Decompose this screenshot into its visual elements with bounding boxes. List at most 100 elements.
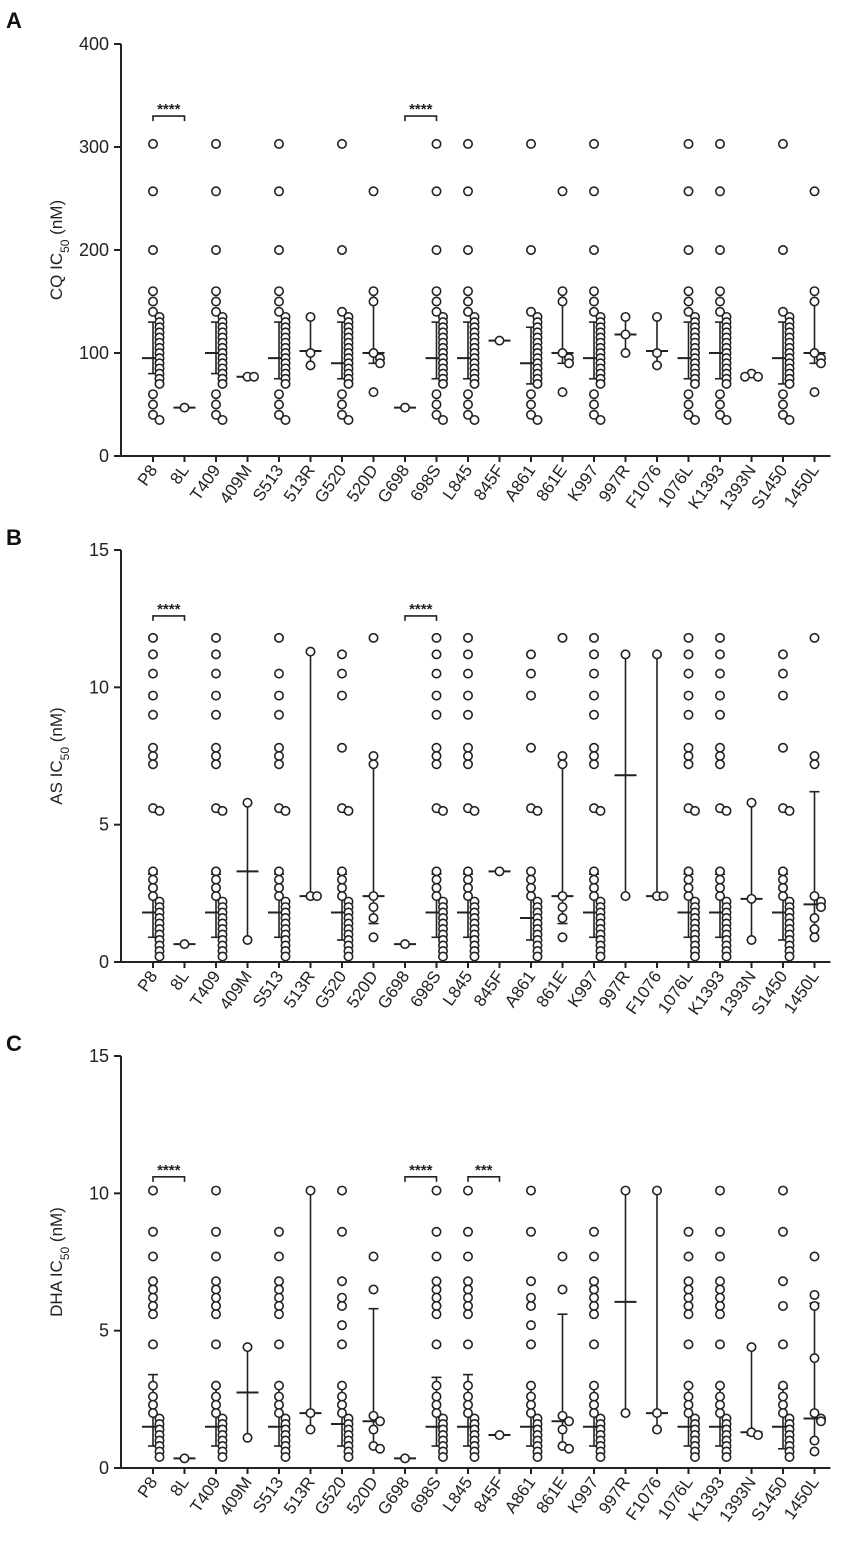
data-point — [211, 1292, 222, 1303]
data-point — [595, 951, 606, 962]
data-point — [431, 245, 442, 256]
data-point — [714, 1408, 725, 1419]
data-point — [683, 882, 694, 893]
data-point — [469, 414, 480, 425]
data-point — [683, 245, 694, 256]
y-tick-label: 15 — [89, 1046, 109, 1066]
data-point — [525, 399, 536, 410]
data-point — [752, 1430, 763, 1441]
data-point — [368, 1251, 379, 1262]
data-point — [689, 378, 700, 389]
data-point — [784, 951, 795, 962]
data-point — [211, 296, 222, 307]
y-tick-label: 200 — [79, 240, 109, 260]
data-point — [431, 409, 442, 420]
data-point — [179, 939, 190, 950]
data-point — [525, 874, 536, 885]
data-point — [777, 306, 788, 317]
data-point — [368, 759, 379, 770]
data-point — [588, 742, 599, 753]
data-point — [462, 286, 473, 297]
y-tick-label: 300 — [79, 137, 109, 157]
data-point — [211, 1226, 222, 1237]
data-point — [714, 1251, 725, 1262]
data-point — [563, 358, 574, 369]
category-label: G698 — [374, 461, 413, 506]
data-point — [336, 306, 347, 317]
data-point — [148, 1185, 159, 1196]
data-point — [211, 1380, 222, 1391]
data-point — [588, 286, 599, 297]
data-point — [746, 797, 757, 808]
data-point — [399, 1453, 410, 1464]
data-point — [777, 1185, 788, 1196]
data-point — [525, 649, 536, 660]
data-point — [746, 893, 757, 904]
data-point — [784, 378, 795, 389]
category-label: 698S — [406, 967, 444, 1010]
data-point — [336, 245, 347, 256]
data-point — [431, 649, 442, 660]
data-point — [211, 1309, 222, 1320]
data-point — [211, 389, 222, 400]
y-tick-label: 0 — [99, 446, 109, 466]
data-point — [242, 1432, 253, 1443]
significance-label: **** — [409, 1162, 433, 1179]
data-point — [557, 1424, 568, 1435]
data-point — [683, 866, 694, 877]
data-point — [273, 750, 284, 761]
data-point — [462, 1185, 473, 1196]
data-point — [273, 138, 284, 149]
panel-letter: B — [6, 525, 22, 550]
data-point — [148, 245, 159, 256]
data-point — [469, 1452, 480, 1463]
data-point — [273, 742, 284, 753]
data-point — [714, 1276, 725, 1287]
data-point — [683, 632, 694, 643]
y-axis-title: AS IC50 (nM) — [47, 707, 72, 804]
category-label: 409M — [216, 1473, 256, 1519]
data-point — [525, 1391, 536, 1402]
data-point — [469, 378, 480, 389]
data-point — [462, 1399, 473, 1410]
data-point — [148, 1309, 159, 1320]
data-point — [588, 389, 599, 400]
data-point — [714, 389, 725, 400]
category-label: G520 — [311, 461, 350, 506]
data-point — [683, 759, 694, 770]
data-point — [273, 1339, 284, 1350]
significance-label: *** — [475, 1162, 493, 1179]
data-point — [305, 1408, 316, 1419]
data-point — [462, 690, 473, 701]
data-point — [525, 306, 536, 317]
category-label: 861E — [532, 1473, 570, 1516]
data-point — [399, 939, 410, 950]
data-point — [273, 286, 284, 297]
data-point — [683, 1309, 694, 1320]
data-point — [588, 866, 599, 877]
data-point — [809, 286, 820, 297]
data-point — [777, 1300, 788, 1311]
data-point — [809, 347, 820, 358]
data-point — [746, 1342, 757, 1353]
category-label: K997 — [564, 461, 602, 504]
data-point — [588, 690, 599, 701]
data-point — [211, 1300, 222, 1311]
data-point — [557, 286, 568, 297]
data-point — [809, 759, 820, 770]
data-point — [431, 1226, 442, 1237]
data-point — [211, 891, 222, 902]
y-tick-label: 5 — [99, 1321, 109, 1341]
data-point — [714, 1391, 725, 1402]
data-point — [462, 1309, 473, 1320]
data-point — [154, 805, 165, 816]
data-point — [588, 1226, 599, 1237]
data-point — [462, 1226, 473, 1237]
data-point — [588, 1380, 599, 1391]
data-point — [148, 1399, 159, 1410]
data-point — [431, 1185, 442, 1196]
data-point — [714, 891, 725, 902]
data-point — [777, 399, 788, 410]
data-point — [431, 1251, 442, 1262]
data-point — [563, 1443, 574, 1454]
